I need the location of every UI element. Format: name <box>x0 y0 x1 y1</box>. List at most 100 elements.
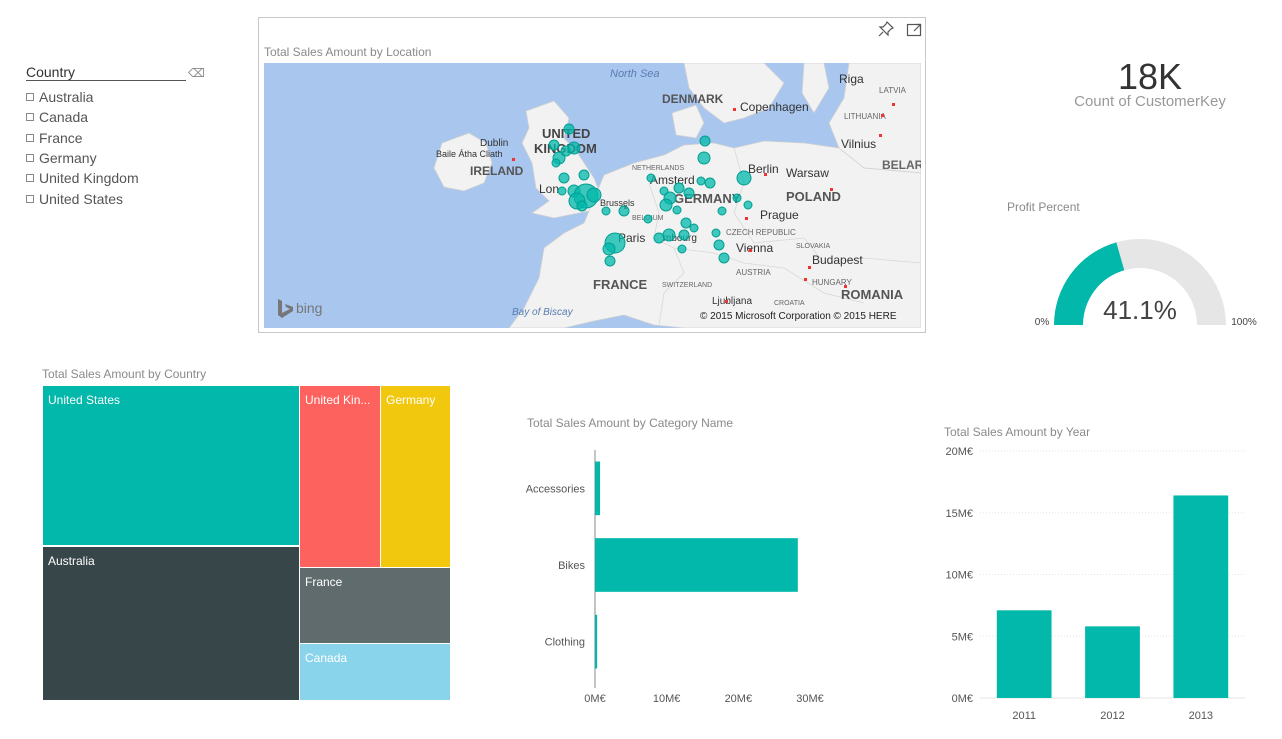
category-label: Accessories <box>526 483 586 495</box>
category-bar[interactable] <box>595 538 798 592</box>
y-tick-label: 15M€ <box>945 508 973 520</box>
location-bubble <box>586 187 602 203</box>
slicer-item-united-states[interactable]: United States <box>26 188 206 208</box>
map-label: FRANCE <box>593 277 647 292</box>
treemap-tile-germany[interactable]: Germany <box>380 385 451 568</box>
map-label: Baile Átha Cliath <box>436 149 503 159</box>
x-tick-label: 2011 <box>1012 710 1036 722</box>
location-bubble <box>677 244 687 254</box>
location-bubble <box>653 232 665 244</box>
location-bubble <box>704 177 716 189</box>
year-column-chart[interactable]: 0M€ 5M€ 10M€ 15M€ 20M€ 2011 2012 2013 <box>935 440 1255 730</box>
pin-icon[interactable] <box>878 20 895 42</box>
checkbox[interactable] <box>26 194 34 203</box>
location-bubble <box>683 187 695 199</box>
slicer-item-united-kingdom[interactable]: United Kingdom <box>26 168 206 188</box>
location-bubble <box>601 206 611 216</box>
checkbox[interactable] <box>26 113 34 122</box>
location-bubble <box>711 228 721 238</box>
treemap-tile-australia[interactable]: Australia <box>42 546 300 701</box>
location-bubble <box>548 139 560 151</box>
location-bubble <box>696 176 706 186</box>
year-bar[interactable] <box>1173 495 1229 698</box>
map-label: ROMANIA <box>841 287 904 302</box>
gauge-title: Profit Percent <box>1007 200 1080 214</box>
map-label: Warsaw <box>786 166 829 180</box>
year-bar[interactable] <box>996 610 1052 698</box>
slicer-item-label: Australia <box>39 89 94 106</box>
checkbox[interactable] <box>26 93 34 102</box>
location-bubble <box>736 170 752 186</box>
map-label: Budapest <box>812 253 863 267</box>
slicer-item-germany[interactable]: Germany <box>26 148 206 168</box>
location-bubble <box>697 151 711 165</box>
map-label: AUSTRIA <box>736 268 771 277</box>
checkbox[interactable] <box>26 174 34 183</box>
x-tick-label: 2013 <box>1189 710 1213 722</box>
slicer-item-label: France <box>39 129 83 146</box>
border-line <box>673 247 865 304</box>
location-bubble <box>717 206 727 216</box>
treemap-title: Total Sales Amount by Country <box>42 367 207 381</box>
tile-label: France <box>305 575 343 589</box>
map-label: HUNGARY <box>812 278 853 287</box>
slicer-item-label: Canada <box>39 109 89 126</box>
location-bubble <box>604 255 616 267</box>
map-label: SWITZERLAND <box>662 282 712 289</box>
checkbox[interactable] <box>26 133 34 142</box>
treemap-tile-canada[interactable]: Canada <box>299 643 451 701</box>
year-bar[interactable] <box>1085 626 1140 698</box>
tile-label: United Kin... <box>305 393 371 407</box>
map-visual[interactable]: Total Sales Amount by Location North Sea… <box>258 17 926 333</box>
slicer-item-australia[interactable]: Australia <box>26 87 206 107</box>
map-label: Riga <box>839 72 864 86</box>
location-bubble <box>718 252 730 264</box>
map-label: Brussels <box>600 198 635 208</box>
checkbox[interactable] <box>26 154 34 163</box>
slicer-item-canada[interactable]: Canada <box>26 107 206 127</box>
tile-label: Germany <box>386 393 436 407</box>
gauge-visual[interactable]: 41.1% 0% 100% <box>1000 195 1275 335</box>
location-bubble <box>743 200 753 210</box>
x-tick-label: 20M€ <box>725 693 753 705</box>
location-bubble <box>551 158 561 168</box>
focus-mode-icon[interactable] <box>906 21 922 42</box>
slicer-item-label: Germany <box>39 150 97 167</box>
category-bar[interactable] <box>595 614 598 669</box>
location-bubble <box>567 141 581 155</box>
location-bubble <box>646 173 656 183</box>
map-label: North Sea <box>610 68 660 80</box>
border-line <box>733 147 921 264</box>
map-label: DENMARK <box>662 92 724 106</box>
location-bubbles[interactable] <box>548 123 753 267</box>
treemap-tile-france[interactable]: France <box>299 567 451 644</box>
slicer-item-france[interactable]: France <box>26 128 206 148</box>
category-bar[interactable] <box>595 461 601 516</box>
location-bubble <box>643 214 653 224</box>
treemap-tile-united-states[interactable]: United States <box>42 385 300 546</box>
bing-logo: bing <box>278 299 322 318</box>
map-label: CROATIA <box>774 300 805 307</box>
location-bubble <box>563 123 575 135</box>
location-bubble <box>662 228 676 242</box>
category-bar-chart[interactable]: Accessories Bikes Clothing 0M€ 10M€ 20M€ 30M€ <box>515 440 835 715</box>
map-label: Bay of Biscay <box>512 307 574 318</box>
tile-label: United States <box>48 393 121 407</box>
year-chart-title: Total Sales Amount by Year <box>944 425 1091 439</box>
gauge-fill <box>1054 242 1125 325</box>
slicer-item-label: United States <box>39 190 124 207</box>
y-tick-label: 0M€ <box>952 693 973 705</box>
y-tick-label: 20M€ <box>945 446 973 458</box>
location-bubble <box>689 223 699 233</box>
location-bubble <box>576 200 588 212</box>
eraser-icon[interactable]: ⌫ <box>188 66 205 80</box>
map-label: IRELAND <box>470 164 524 178</box>
map-label: LITHUANIA <box>844 112 886 121</box>
x-tick-label: 0M€ <box>584 693 605 705</box>
treemap-tile-united-kingdom[interactable]: United Kin... <box>299 385 381 568</box>
map-label: Lon <box>539 182 559 196</box>
map-canvas[interactable]: North Sea DENMARK Copenhagen Riga LATVIA… <box>264 63 921 328</box>
y-tick-label: 10M€ <box>945 570 973 582</box>
map-label: Amsterd <box>650 173 695 187</box>
category-label: Bikes <box>558 560 585 572</box>
